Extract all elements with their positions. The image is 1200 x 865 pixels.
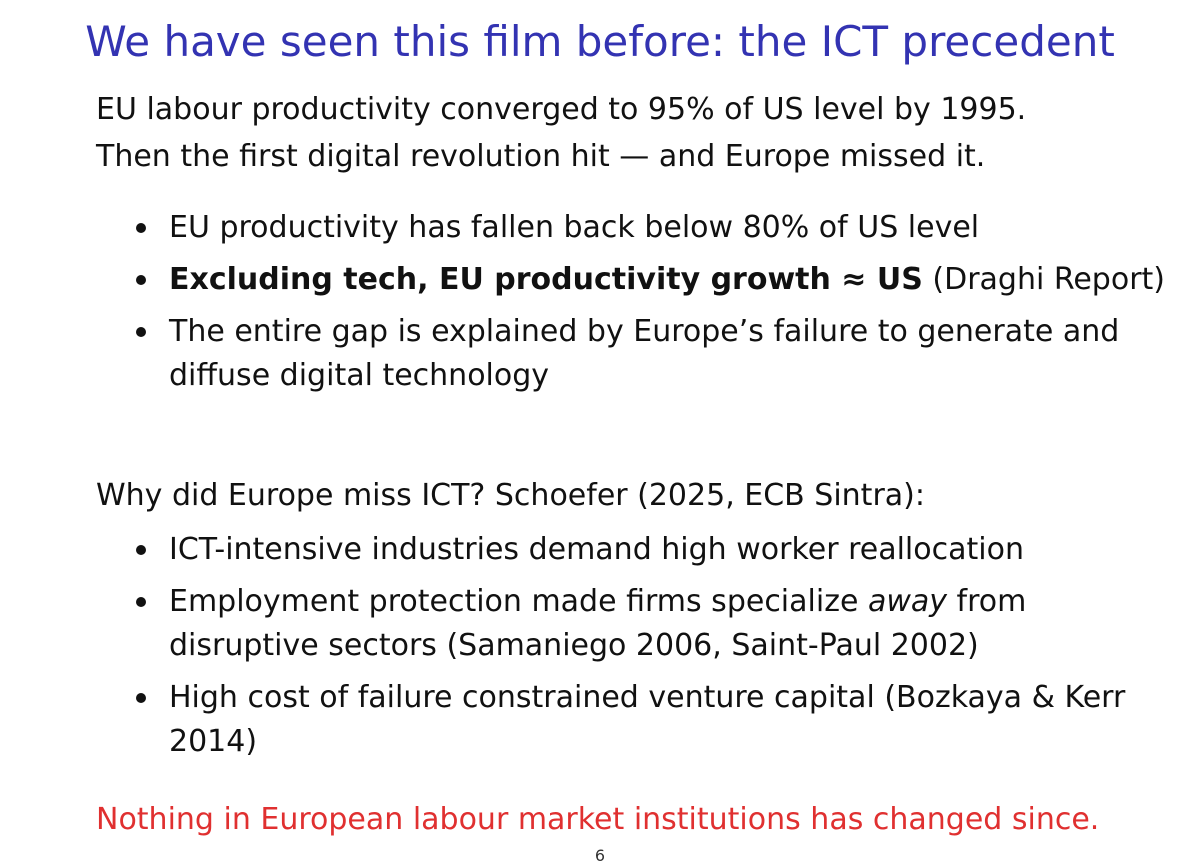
list-item: High cost of failure constrained venture…: [132, 676, 1182, 764]
bullet-icon: [136, 597, 146, 607]
section-question: Why did Europe miss ICT? Schoefer (2025,…: [96, 478, 925, 513]
bullet-italic-text: away: [867, 584, 947, 619]
bullet-text: The entire gap is explained by Europe’s …: [169, 314, 1120, 393]
bullet-text: ICT-intensive industries demand high wor…: [169, 532, 1024, 567]
intro-line-2: Then the first digital revolution hit — …: [96, 139, 986, 174]
bullet-icon: [136, 327, 146, 337]
list-item: The entire gap is explained by Europe’s …: [132, 310, 1182, 398]
bullet-icon: [136, 693, 146, 703]
ict-reasons-bullet-list: ICT-intensive industries demand high wor…: [132, 528, 1182, 772]
list-item: Employment protection made firms special…: [132, 580, 1182, 668]
bullet-text: (Draghi Report): [922, 262, 1165, 297]
productivity-bullet-list: EU productivity has fallen back below 80…: [132, 206, 1182, 406]
bullet-text: High cost of failure constrained venture…: [169, 680, 1126, 759]
bullet-icon: [136, 223, 146, 233]
intro-paragraph: EU labour productivity converged to 95% …: [96, 86, 1176, 180]
slide-title: We have seen this film before: the ICT p…: [85, 17, 1115, 66]
bullet-icon: [136, 545, 146, 555]
page-number: 6: [594, 846, 606, 865]
list-item: EU productivity has fallen back below 80…: [132, 206, 1182, 250]
bullet-text: from disruptive sectors (Samaniego 2006,…: [169, 584, 1027, 663]
bullet-text: Employment protection made firms special…: [169, 584, 868, 619]
bullet-text: EU productivity has fallen back below 80…: [169, 210, 980, 245]
bullet-icon: [136, 275, 146, 285]
bullet-bold-text: Excluding tech, EU productivity growth ≈…: [169, 262, 923, 297]
conclusion-statement: Nothing in European labour market instit…: [96, 802, 1100, 837]
intro-line-1: EU labour productivity converged to 95% …: [96, 92, 1027, 127]
list-item: Excluding tech, EU productivity growth ≈…: [132, 258, 1182, 302]
list-item: ICT-intensive industries demand high wor…: [132, 528, 1182, 572]
